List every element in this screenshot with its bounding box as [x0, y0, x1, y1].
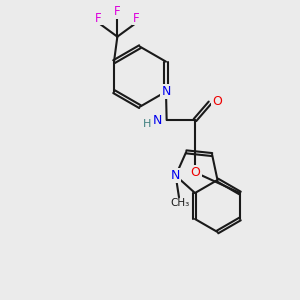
Text: F: F — [133, 11, 140, 25]
Text: N: N — [161, 85, 171, 98]
Text: H: H — [143, 119, 152, 129]
Text: O: O — [212, 94, 222, 107]
Text: CH₃: CH₃ — [170, 198, 189, 208]
Text: O: O — [191, 166, 201, 179]
Text: N: N — [171, 169, 180, 182]
Text: F: F — [95, 11, 102, 25]
Text: F: F — [114, 5, 121, 18]
Text: N: N — [153, 113, 162, 127]
